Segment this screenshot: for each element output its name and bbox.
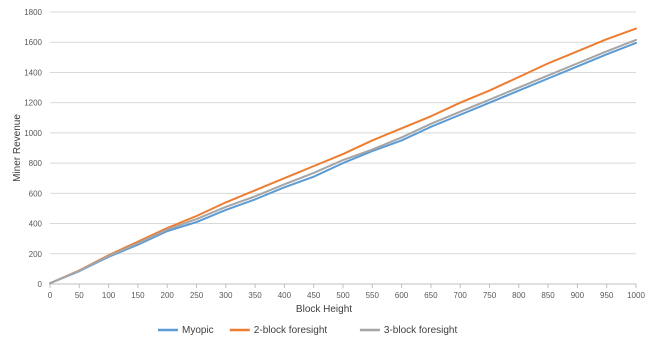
x-tick-label: 600 <box>395 291 409 300</box>
y-axis-title: Miner Revenue <box>12 114 23 182</box>
x-tick-label: 550 <box>366 291 380 300</box>
x-tick-label: 950 <box>600 291 614 300</box>
x-tick-label: 650 <box>424 291 438 300</box>
y-tick-label: 1200 <box>24 99 42 108</box>
x-tick-label: 1000 <box>627 291 645 300</box>
x-tick-label: 100 <box>102 291 116 300</box>
y-tick-labels: 0 200 400 600 800 1000 1200 1400 1600 1800 <box>24 8 42 289</box>
x-tick-label: 700 <box>454 291 468 300</box>
x-tick-label: 500 <box>336 291 350 300</box>
gridlines <box>50 11 636 255</box>
x-tick-label: 750 <box>483 291 497 300</box>
x-tick-label: 900 <box>571 291 585 300</box>
x-tick-label: 350 <box>248 291 262 300</box>
y-tick-label: 1800 <box>24 8 42 17</box>
y-tick-label: 1600 <box>24 38 42 47</box>
y-tick-label: 1400 <box>24 68 42 77</box>
axes <box>49 283 637 288</box>
x-tick-label: 50 <box>75 291 84 300</box>
series-line-0 <box>49 41 637 285</box>
legend-item-2: 3-block foresight <box>359 325 458 336</box>
series-lines <box>49 27 637 285</box>
y-tick-label: 800 <box>29 159 43 168</box>
series-line-2 <box>49 38 637 285</box>
y-tick-label: 400 <box>29 220 43 229</box>
y-tick-label: 1000 <box>24 129 42 138</box>
x-tick-label: 800 <box>512 291 526 300</box>
legend-item-1: 2-block foresight <box>229 325 328 336</box>
series-line-1 <box>49 27 637 285</box>
x-tick-label: 450 <box>307 291 321 300</box>
x-tick-label: 300 <box>219 291 233 300</box>
x-tick-label: 200 <box>161 291 175 300</box>
x-tick-label: 400 <box>278 291 292 300</box>
legend-item-0: Myopic <box>158 325 214 336</box>
y-tick-label: 600 <box>29 189 43 198</box>
x-axis-title: Block Height <box>296 304 352 315</box>
x-tick-labels: 0 50 100 150 200 250 300 350 400 450 500 550 600 650 7… <box>48 291 646 300</box>
x-tick-label: 250 <box>190 291 204 300</box>
x-tick-label: 850 <box>541 291 555 300</box>
x-tick-label: 150 <box>131 291 145 300</box>
x-tick-label: 0 <box>48 291 53 300</box>
y-tick-label: 200 <box>29 250 43 259</box>
y-tick-label: 0 <box>38 280 43 289</box>
legend-label: 2-block foresight <box>254 325 328 336</box>
legend-label: Myopic <box>182 325 214 336</box>
legend: Myopic 2-block foresight 3-block foresight <box>158 325 457 336</box>
legend-label: 3-block foresight <box>384 325 458 336</box>
